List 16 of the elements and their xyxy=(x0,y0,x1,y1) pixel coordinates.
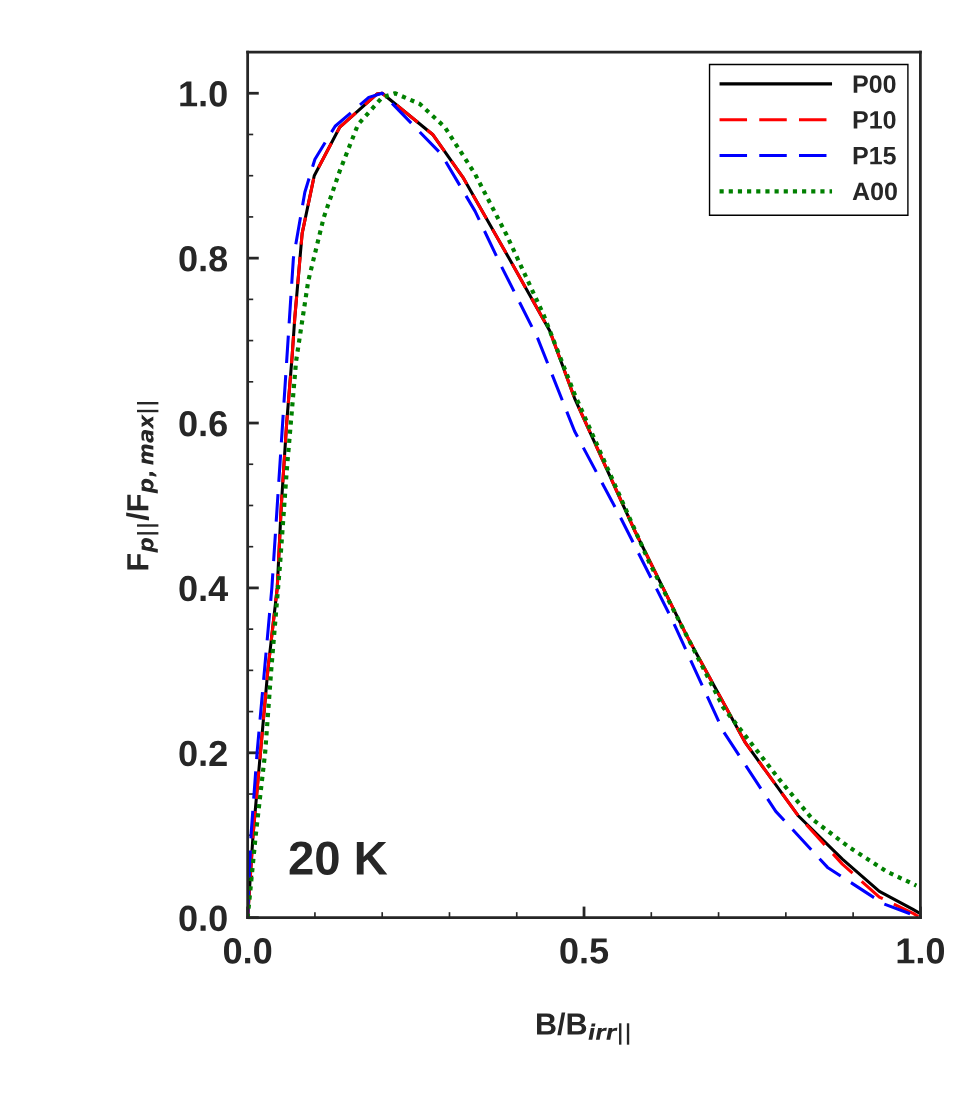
x-axis-title: B/B$_{irr||}$ xyxy=(537,1012,630,1045)
y-tick-label: 1.0 xyxy=(180,81,227,107)
legend-label: P15 xyxy=(853,147,896,165)
x-tick-label: 1.0 xyxy=(897,938,945,964)
legend-label: A00 xyxy=(852,182,897,201)
y-tick-label: 0.8 xyxy=(179,246,228,272)
x-tick-label: 0.0 xyxy=(223,938,272,964)
annotation: 20 K xyxy=(289,841,388,875)
y-tick-label: 0.2 xyxy=(179,740,227,767)
y-tick-label: 0.0 xyxy=(179,905,227,932)
legend-label: P00 xyxy=(853,75,896,93)
y-tick-label: 0.6 xyxy=(179,410,227,437)
y-axis-title: F$_{p||}$/F$_{p,max||}$ xyxy=(126,402,159,570)
y-tick-label: 0.4 xyxy=(179,575,229,602)
legend-label: P10 xyxy=(853,110,896,129)
x-tick-label: 0.5 xyxy=(560,938,609,964)
